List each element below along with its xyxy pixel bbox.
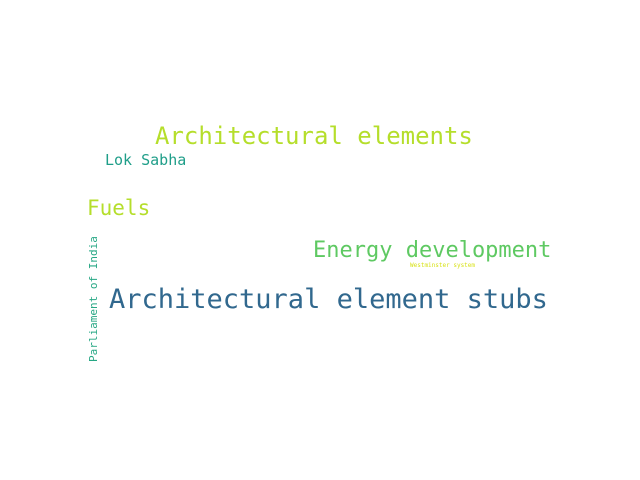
word-energy-development: Energy development [313,238,552,263]
word-lok-sabha: Lok Sabha [105,151,187,169]
word-architectural-elements: Architectural elements [155,122,473,150]
word-architectural-element-stubs: Architectural element stubs [109,284,548,315]
word-fuels: Fuels [87,196,151,220]
word-westminster-system: Westminster system [410,262,476,269]
word-parliament-of-india: Parliament of India [87,236,100,362]
